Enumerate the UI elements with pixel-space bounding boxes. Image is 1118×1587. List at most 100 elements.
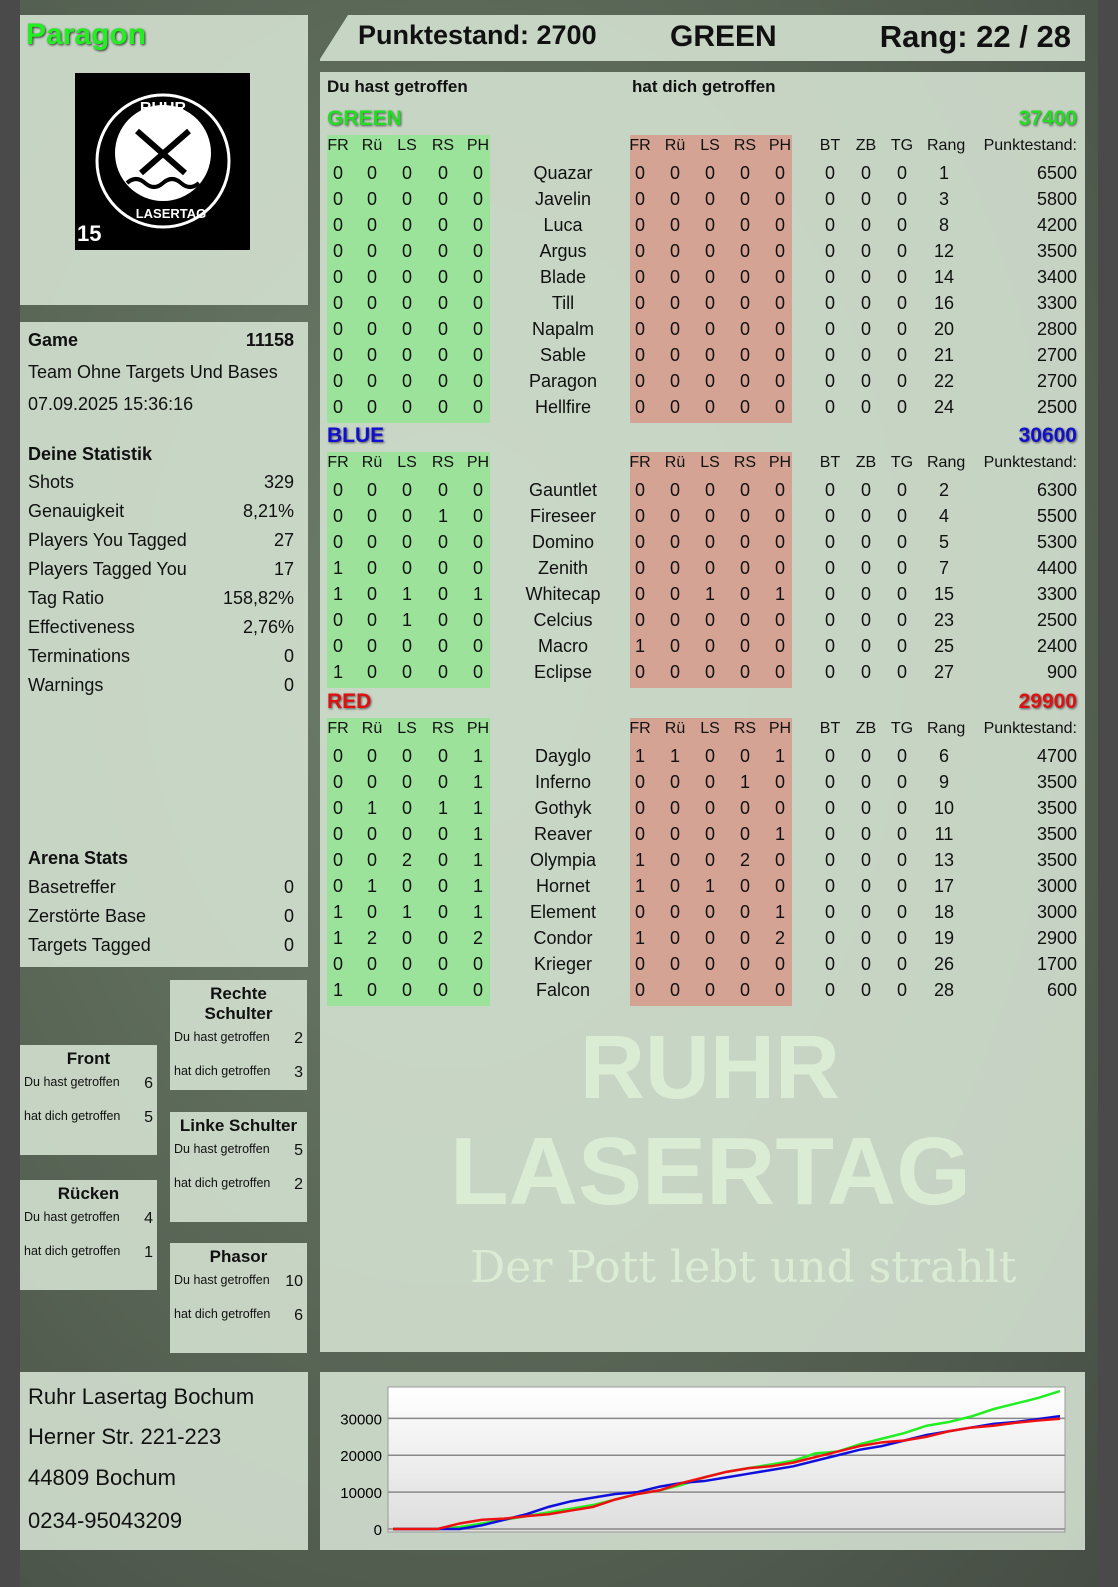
stat-value: 2,76% bbox=[242, 617, 294, 637]
stat-value: 17 bbox=[273, 559, 294, 579]
venue-street: Herner Str. 221-223 bbox=[28, 1424, 222, 1449]
hit-you-cell: 0 bbox=[669, 532, 680, 552]
you-hit-cell: 0 bbox=[401, 480, 412, 500]
hit-you-cell: 0 bbox=[669, 662, 680, 682]
hit-you-cell: 0 bbox=[704, 662, 715, 682]
hit-you-cell: 1 bbox=[634, 636, 645, 656]
extra-cell: 0 bbox=[860, 636, 871, 656]
col-header-hit-you: FR bbox=[629, 137, 651, 154]
rank-cell: 19 bbox=[933, 928, 955, 948]
hit-you-cell: 0 bbox=[634, 163, 645, 183]
player-name: Gauntlet bbox=[528, 480, 598, 500]
hit-you-cell: 0 bbox=[634, 397, 645, 417]
hitzone-value: 5 bbox=[144, 1109, 153, 1126]
hit-you-cell: 0 bbox=[669, 876, 680, 896]
player-row: 1 0 0 0 0 Eclipse 0 0 0 0 0 0 0 0 27 900 bbox=[320, 662, 1085, 688]
extra-cell: 0 bbox=[860, 928, 871, 948]
hit-you-cell: 0 bbox=[704, 293, 715, 313]
player-row: 0 0 0 0 0 Paragon 0 0 0 0 0 0 0 0 22 2700 bbox=[320, 371, 1085, 397]
score-cell: 4200 bbox=[1036, 215, 1077, 235]
you-hit-cell: 0 bbox=[401, 532, 412, 552]
col-header-hit-you: PH bbox=[768, 720, 792, 737]
score-cell: 4700 bbox=[1036, 746, 1077, 766]
hitzone-r-cken: Rücken Du hast getroffen 4 hat dich getroff… bbox=[20, 1180, 157, 1290]
rank-cell: 22 bbox=[933, 371, 955, 391]
you-hit-cell: 0 bbox=[332, 532, 343, 552]
extra-cell: 0 bbox=[896, 345, 907, 365]
you-hit-cell: 0 bbox=[437, 772, 448, 792]
you-hit-cell: 0 bbox=[437, 371, 448, 391]
you-hit-cell: 0 bbox=[472, 506, 483, 526]
hit-you-cell: 0 bbox=[774, 532, 785, 552]
extra-cell: 0 bbox=[860, 319, 871, 339]
hit-you-cell: 0 bbox=[774, 772, 785, 792]
score-cell: 6300 bbox=[1036, 480, 1077, 500]
hit-you-cell: 0 bbox=[634, 798, 645, 818]
you-hit-cell: 0 bbox=[472, 371, 483, 391]
you-hit-cell: 1 bbox=[332, 558, 343, 578]
extra-cell: 0 bbox=[824, 558, 835, 578]
y-tick-label: 10000 bbox=[340, 1485, 382, 1502]
you-hit-cell: 0 bbox=[437, 241, 448, 261]
hit-you-cell: 0 bbox=[704, 636, 715, 656]
you-hit-cell: 0 bbox=[472, 215, 483, 235]
hitzone-phasor: Phasor Du hast getroffen 10 hat dich getrof… bbox=[170, 1243, 307, 1353]
col-header-you-hit: PH bbox=[466, 137, 490, 154]
stat-label: Terminations bbox=[28, 646, 131, 666]
player-row: 0 1 0 1 1 Gothyk 0 0 0 0 0 0 0 0 10 3500 bbox=[320, 798, 1085, 824]
hit-you-cell: 0 bbox=[669, 267, 680, 287]
extra-cell: 0 bbox=[896, 746, 907, 766]
hitzone-row: Du hast getroffen 2 bbox=[174, 1030, 303, 1058]
stat-row: Warnings 0 bbox=[28, 675, 294, 696]
hit-you-cell: 0 bbox=[774, 850, 785, 870]
score-cell: 600 bbox=[1046, 980, 1077, 1000]
score-cell: 3000 bbox=[1036, 876, 1077, 896]
player-row: 0 0 0 0 1 Dayglo 1 1 0 0 1 0 0 0 6 4700 bbox=[320, 746, 1085, 772]
you-hit-cell: 0 bbox=[437, 954, 448, 974]
hit-you-cell: 0 bbox=[704, 371, 715, 391]
extra-cell: 0 bbox=[896, 824, 907, 844]
you-hit-cell: 0 bbox=[472, 980, 483, 1000]
hitzone-value: 2 bbox=[294, 1030, 303, 1047]
hit-you-cell: 0 bbox=[634, 480, 645, 500]
hit-you-cell: 0 bbox=[704, 772, 715, 792]
extra-cell: 0 bbox=[860, 397, 871, 417]
col-header-you-hit: RS bbox=[431, 720, 455, 737]
extra-cell: 0 bbox=[896, 928, 907, 948]
player-row: 1 0 0 0 0 Zenith 0 0 0 0 0 0 0 0 7 4400 bbox=[320, 558, 1085, 584]
you-hit-cell: 0 bbox=[437, 163, 448, 183]
hit-you-cell: 0 bbox=[739, 584, 750, 604]
you-hit-cell: 0 bbox=[366, 189, 377, 209]
score-cell: 6500 bbox=[1036, 163, 1077, 183]
hit-you-cell: 0 bbox=[774, 662, 785, 682]
player-row: 0 0 0 0 0 Javelin 0 0 0 0 0 0 0 0 3 5800 bbox=[320, 189, 1085, 215]
player-row: 0 0 2 0 1 Olympia 1 0 0 2 0 0 0 0 13 3500 bbox=[320, 850, 1085, 876]
extra-cell: 0 bbox=[824, 662, 835, 682]
extra-cell: 0 bbox=[824, 267, 835, 287]
hit-you-title: hat dich getroffen bbox=[632, 77, 776, 96]
hitzone-title: Rechte Schulter bbox=[204, 984, 273, 1023]
player-row: 0 0 0 0 0 Till 0 0 0 0 0 0 0 0 16 3300 bbox=[320, 293, 1085, 319]
arena-value: 0 bbox=[283, 935, 294, 955]
hit-you-cell: 1 bbox=[774, 584, 785, 604]
stat-label: Shots bbox=[28, 472, 75, 492]
extra-cell: 0 bbox=[896, 798, 907, 818]
rank-cell: 26 bbox=[933, 954, 955, 974]
score-cell: 5800 bbox=[1036, 189, 1077, 209]
extra-cell: 0 bbox=[896, 772, 907, 792]
hit-you-cell: 0 bbox=[739, 876, 750, 896]
rank-cell: 24 bbox=[933, 397, 955, 417]
hit-you-cell: 0 bbox=[634, 293, 645, 313]
extra-cell: 0 bbox=[896, 215, 907, 235]
hit-you-cell: 0 bbox=[634, 558, 645, 578]
you-hit-cell: 0 bbox=[437, 928, 448, 948]
hit-you-cell: 0 bbox=[774, 163, 785, 183]
player-name: Javelin bbox=[534, 189, 592, 209]
hit-you-cell: 0 bbox=[774, 267, 785, 287]
extra-cell: 0 bbox=[860, 584, 871, 604]
rank-cell: 5 bbox=[938, 532, 949, 552]
you-hit-cell: 1 bbox=[332, 928, 343, 948]
player-name: Eclipse bbox=[533, 662, 593, 682]
hit-you-cell: 0 bbox=[669, 636, 680, 656]
player-name: Fireseer bbox=[529, 506, 596, 526]
